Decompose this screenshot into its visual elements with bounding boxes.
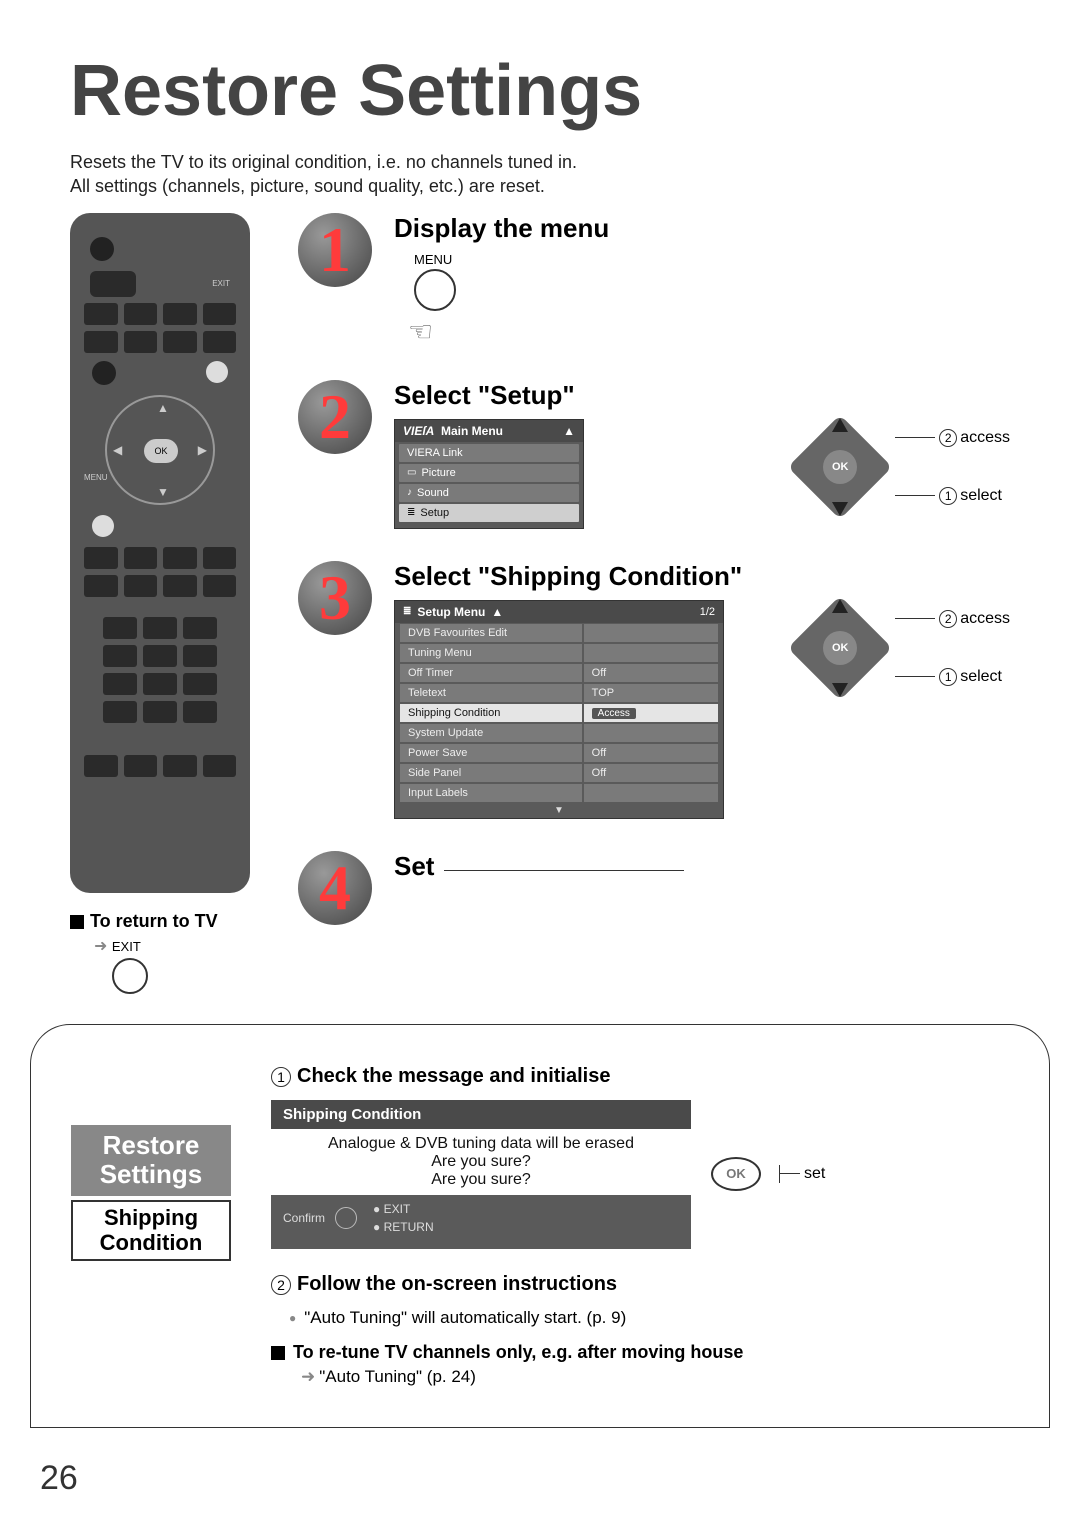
nav-pad-icon: OK xyxy=(795,603,885,693)
step-1-title: Display the menu xyxy=(394,213,1010,244)
dialog-header: Shipping Condition xyxy=(271,1100,691,1129)
setup-menu-row: TeletextTOP xyxy=(399,683,719,703)
arrow-icon: ➜ xyxy=(94,938,107,955)
hand-icon: ☜ xyxy=(408,315,1010,348)
setup-menu-row: Input Labels xyxy=(399,783,719,803)
step-4-number: 4 xyxy=(298,851,372,925)
main-menu-osd: VIEſA Main Menu▲ VIERA Link ▭Picture ♪So… xyxy=(394,419,584,529)
nav-pad-icon: OK xyxy=(795,422,885,512)
setup-menu-row: Tuning Menu xyxy=(399,643,719,663)
retune-ref: ➜"Auto Tuning" (p. 24) xyxy=(301,1367,999,1387)
access-label: 2access xyxy=(895,610,1010,628)
remote-menu-label: MENU xyxy=(84,473,108,482)
step-2-number: 2 xyxy=(298,380,372,454)
setup-menu-osd: ≣Setup Menu▲1/2 DVB Favourites EditTunin… xyxy=(394,600,724,819)
menu-item: VIERA Link xyxy=(399,444,579,462)
return-to-tv-label: To return to TV xyxy=(70,911,270,932)
setup-menu-row: Side PanelOff xyxy=(399,763,719,783)
step-2-title: Select "Setup" xyxy=(394,380,1010,411)
intro-line-2: All settings (channels, picture, sound q… xyxy=(70,174,1010,198)
page-number: 26 xyxy=(40,1459,78,1498)
step-1-number: 1 xyxy=(298,213,372,287)
check-message-title: 1Check the message and initialise xyxy=(271,1065,999,1088)
exit-button-icon xyxy=(112,958,148,994)
set-label: set xyxy=(779,1165,825,1183)
detail-box: RestoreSettings ShippingCondition 1Check… xyxy=(30,1024,1050,1428)
menu-button-icon xyxy=(414,269,456,311)
step-4-title: Set xyxy=(394,851,434,882)
restore-settings-label: RestoreSettings xyxy=(71,1125,231,1197)
shipping-condition-dialog: Shipping Condition Analogue & DVB tuning… xyxy=(271,1100,691,1249)
setup-menu-row: Power SaveOff xyxy=(399,743,719,763)
remote-exit-label: EXIT xyxy=(212,279,230,288)
ok-button: OK xyxy=(823,631,857,665)
setup-menu-row: DVB Favourites Edit xyxy=(399,623,719,643)
menu-item-selected: ≣Setup xyxy=(399,504,579,522)
retune-heading: To re-tune TV channels only, e.g. after … xyxy=(271,1342,999,1363)
bullet-auto-tuning: "Auto Tuning" will automatically start. … xyxy=(289,1308,999,1328)
confirm-label: Confirm xyxy=(283,1211,325,1225)
return-option: ● RETURN xyxy=(373,1220,434,1234)
remote-ok-button: OK xyxy=(144,439,178,463)
dialog-msg: Analogue & DVB tuning data will be erase… xyxy=(277,1135,685,1153)
dialog-msg: Are you sure? xyxy=(277,1171,685,1189)
mini-dpad-icon xyxy=(329,1201,363,1235)
select-label: 1select xyxy=(895,668,1010,686)
access-label: 2access xyxy=(895,429,1010,447)
step-3-number: 3 xyxy=(298,561,372,635)
shipping-condition-label: ShippingCondition xyxy=(71,1200,231,1260)
menu-item: ♪Sound xyxy=(399,484,579,502)
ok-button: OK xyxy=(823,450,857,484)
intro-text: Resets the TV to its original condition,… xyxy=(70,150,1010,199)
setup-menu-row: Shipping ConditionAccess xyxy=(399,703,719,723)
page-title: Restore Settings xyxy=(70,50,1010,132)
dialog-msg: Are you sure? xyxy=(277,1153,685,1171)
follow-instructions-title: 2Follow the on-screen instructions xyxy=(271,1273,999,1296)
exit-label: EXIT xyxy=(112,939,141,954)
exit-option: ● EXIT xyxy=(373,1202,434,1216)
menu-button-label: MENU xyxy=(414,252,1010,267)
remote-dpad: ▲▼◀▶ OK xyxy=(105,395,215,505)
step-3-title: Select "Shipping Condition" xyxy=(394,561,1010,592)
ok-oval-icon: OK xyxy=(711,1157,761,1191)
setup-menu-row: System Update xyxy=(399,723,719,743)
setup-menu-row: Off TimerOff xyxy=(399,663,719,683)
intro-line-1: Resets the TV to its original condition,… xyxy=(70,150,1010,174)
menu-item: ▭Picture xyxy=(399,464,579,482)
remote-illustration: EXIT ▲▼◀▶ OK MENU xyxy=(70,213,250,893)
select-label: 1select xyxy=(895,487,1010,505)
